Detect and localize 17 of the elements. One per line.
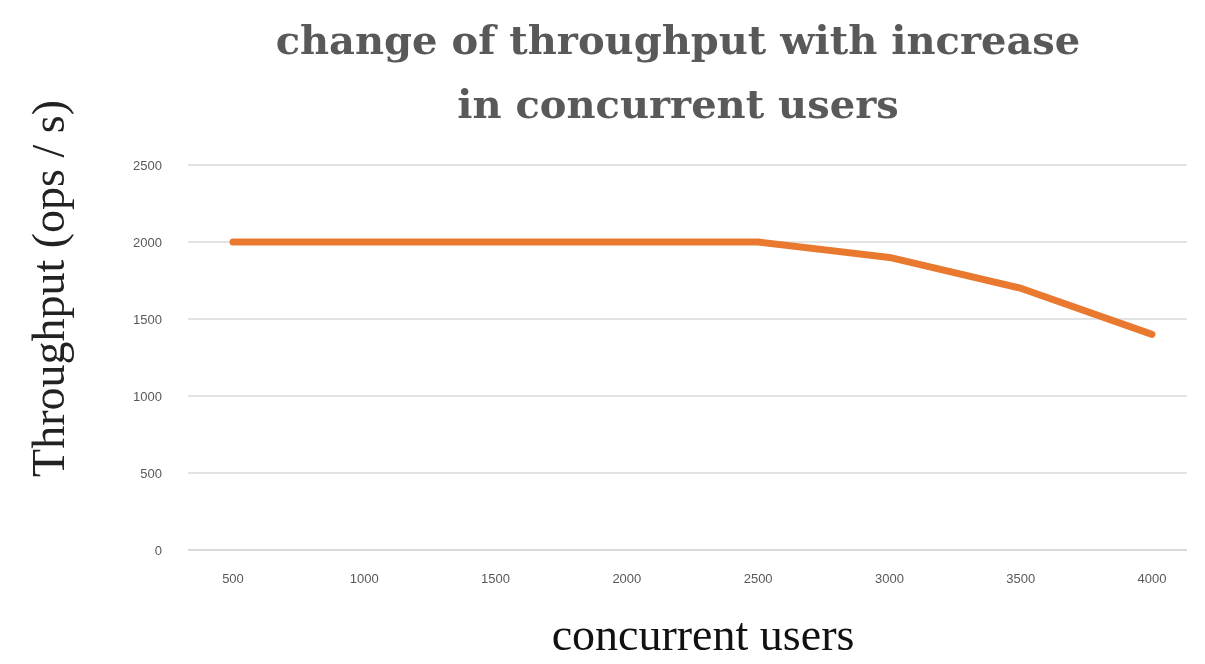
x-tick-label: 500 <box>222 571 244 587</box>
x-tick-label: 2500 <box>743 571 773 587</box>
x-tick-label: 3000 <box>874 571 904 587</box>
y-tick-label: 2000 <box>133 234 162 250</box>
x-tick-label: 3500 <box>1006 571 1036 587</box>
x-tick-label: 1500 <box>481 571 511 587</box>
x-axis-title: concurrent users <box>550 608 856 661</box>
x-tick-label: 4000 <box>1137 571 1167 587</box>
x-tick-label: 2000 <box>612 571 642 587</box>
chart-title: change of throughput with increase in concurrent users <box>274 15 1082 129</box>
y-tick-label: 1500 <box>133 311 162 327</box>
y-tick-label: 2500 <box>133 157 162 173</box>
y-axis-title: Throughput (ops / s) <box>21 99 75 477</box>
y-tick-label: 500 <box>140 465 162 481</box>
x-tick-label: 1000 <box>349 571 379 587</box>
y-tick-label: 0 <box>154 542 162 558</box>
y-tick-label: 1000 <box>133 388 162 404</box>
